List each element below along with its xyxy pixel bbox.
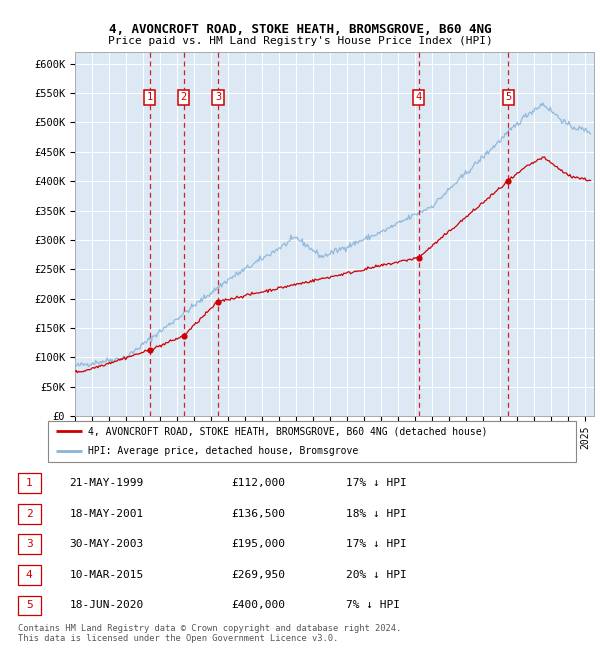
FancyBboxPatch shape bbox=[18, 473, 41, 493]
Text: This data is licensed under the Open Government Licence v3.0.: This data is licensed under the Open Gov… bbox=[18, 634, 338, 644]
Text: 4, AVONCROFT ROAD, STOKE HEATH, BROMSGROVE, B60 4NG: 4, AVONCROFT ROAD, STOKE HEATH, BROMSGRO… bbox=[109, 23, 491, 36]
Text: 2: 2 bbox=[181, 92, 187, 103]
Text: 1: 1 bbox=[26, 478, 32, 488]
Text: 21-MAY-1999: 21-MAY-1999 bbox=[70, 478, 144, 488]
Text: 18% ↓ HPI: 18% ↓ HPI bbox=[346, 509, 407, 519]
FancyBboxPatch shape bbox=[18, 504, 41, 524]
Text: 17% ↓ HPI: 17% ↓ HPI bbox=[346, 478, 407, 488]
Text: 4: 4 bbox=[415, 92, 422, 103]
Text: 2: 2 bbox=[26, 509, 32, 519]
Text: 17% ↓ HPI: 17% ↓ HPI bbox=[346, 540, 407, 549]
Text: £400,000: £400,000 bbox=[231, 601, 285, 610]
FancyBboxPatch shape bbox=[18, 595, 41, 616]
FancyBboxPatch shape bbox=[18, 534, 41, 554]
Text: 3: 3 bbox=[215, 92, 221, 103]
Text: HPI: Average price, detached house, Bromsgrove: HPI: Average price, detached house, Brom… bbox=[88, 447, 358, 456]
Text: £269,950: £269,950 bbox=[231, 570, 285, 580]
Text: £195,000: £195,000 bbox=[231, 540, 285, 549]
Text: 7% ↓ HPI: 7% ↓ HPI bbox=[346, 601, 400, 610]
Text: 4, AVONCROFT ROAD, STOKE HEATH, BROMSGROVE, B60 4NG (detached house): 4, AVONCROFT ROAD, STOKE HEATH, BROMSGRO… bbox=[88, 426, 487, 436]
Text: Contains HM Land Registry data © Crown copyright and database right 2024.: Contains HM Land Registry data © Crown c… bbox=[18, 624, 401, 633]
Text: 18-MAY-2001: 18-MAY-2001 bbox=[70, 509, 144, 519]
Text: £136,500: £136,500 bbox=[231, 509, 285, 519]
Text: 1: 1 bbox=[146, 92, 152, 103]
Text: 3: 3 bbox=[26, 540, 32, 549]
Text: 18-JUN-2020: 18-JUN-2020 bbox=[70, 601, 144, 610]
Text: 20% ↓ HPI: 20% ↓ HPI bbox=[346, 570, 407, 580]
FancyBboxPatch shape bbox=[18, 565, 41, 585]
Text: 5: 5 bbox=[26, 601, 32, 610]
Text: 4: 4 bbox=[26, 570, 32, 580]
Text: 5: 5 bbox=[505, 92, 511, 103]
Text: 30-MAY-2003: 30-MAY-2003 bbox=[70, 540, 144, 549]
Text: Price paid vs. HM Land Registry's House Price Index (HPI): Price paid vs. HM Land Registry's House … bbox=[107, 36, 493, 46]
Text: 10-MAR-2015: 10-MAR-2015 bbox=[70, 570, 144, 580]
Text: £112,000: £112,000 bbox=[231, 478, 285, 488]
